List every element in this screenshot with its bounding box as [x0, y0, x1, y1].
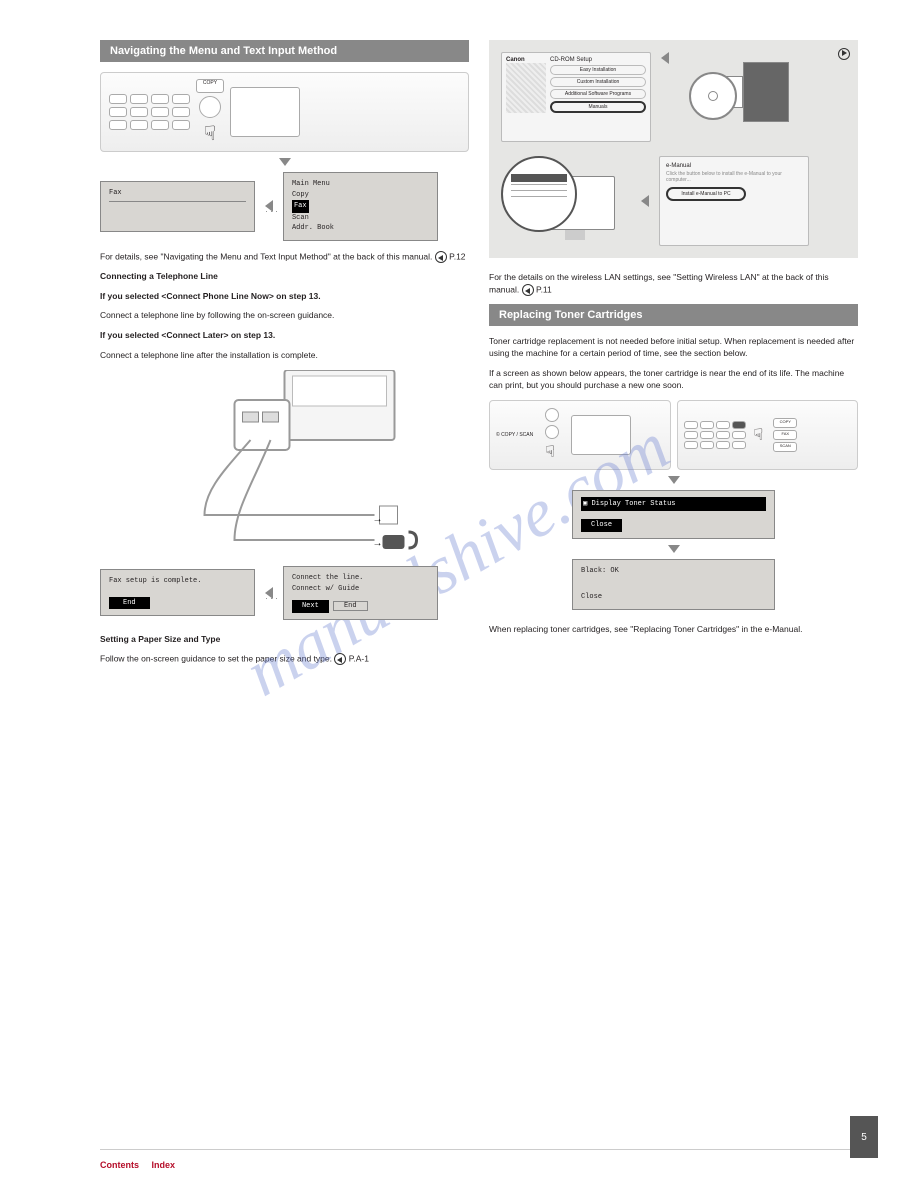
left-column: Navigating the Menu and Text Input Metho… [100, 40, 469, 674]
connect-phone-title: Connecting a Telephone Line [100, 271, 469, 283]
connect-later-label: If you selected <Connect Later> on step … [100, 330, 469, 342]
ref-arrow-icon [334, 653, 346, 665]
toner-para2: If a screen as shown below appears, the … [489, 368, 858, 392]
arrow-down-icon [279, 158, 291, 166]
panel-copy-scan: © COPY / SCAN ☟ [489, 400, 671, 470]
ref-arrow-icon [838, 48, 850, 60]
lcd-transition-row: Fax Main Menu Copy Fax Scan Addr. Book [100, 172, 469, 241]
arrow-down-icon [668, 545, 680, 553]
page-footer: Contents Index [100, 1149, 858, 1170]
connect-later-para: Connect a telephone line after the insta… [100, 350, 469, 362]
ref-arrow-icon [522, 284, 534, 296]
wireless-ref-para: For the details on the wireless LAN sett… [489, 272, 858, 296]
hand-icon: ☟ [754, 425, 764, 445]
hand-icon: ☟ [204, 121, 216, 146]
lcd-black-ok: Black: OK Close [572, 559, 775, 610]
lcd-toner-status: ▣ Display Toner Status Close [572, 490, 775, 539]
connect-now-para: Connect a telephone line by following th… [100, 310, 469, 322]
paper-size-para: Follow the on-screen guidance to set the… [100, 653, 469, 665]
nav-details-para: For details, see "Navigating the Menu an… [100, 251, 469, 263]
wiring-svg: → → [100, 370, 469, 560]
svg-text:→: → [373, 514, 383, 525]
right-column: Canon CD-ROM Setup Easy Installation Cus… [489, 40, 858, 674]
cd-rom-panel: Canon CD-ROM Setup Easy Installation Cus… [489, 40, 858, 258]
page-container: Navigating the Menu and Text Input Metho… [0, 0, 918, 694]
arrow-down-icon [668, 476, 680, 484]
toner-para1: Toner cartridge replacement is not neede… [489, 336, 858, 360]
dialog-row: Fax setup is complete. End Connect the l… [100, 566, 469, 620]
panel-pair: © COPY / SCAN ☟ ☟ COPY FAX SC [489, 400, 858, 470]
cdrom-setup-window: Canon CD-ROM Setup Easy Installation Cus… [501, 52, 651, 142]
arrow-left-dotted-icon [265, 587, 273, 599]
arrow-left-dotted-icon [265, 200, 273, 212]
lcd-fax-screen: Fax [100, 181, 255, 232]
arrow-left-icon [661, 52, 669, 64]
emanual-window: e-Manual Click the button below to insta… [659, 156, 809, 246]
toner-header: Replacing Toner Cartridges [489, 304, 858, 326]
install-emanual-button: Install e-Manual to PC [666, 187, 746, 201]
disc-computer-figure [679, 52, 789, 132]
footer-contents-link[interactable]: Contents [100, 1160, 139, 1170]
svg-text:→: → [373, 538, 383, 549]
lcd-main-menu: Main Menu Copy Fax Scan Addr. Book [283, 172, 438, 241]
panel-buttons: ☟ COPY FAX SCAN [677, 400, 859, 470]
ref-arrow-icon [435, 251, 447, 263]
lcd-setup-complete: Fax setup is complete. End [100, 569, 255, 616]
lcd-connect-line: Connect the line. Connect w/ Guide Next … [283, 566, 438, 620]
footer-index-link[interactable]: Index [152, 1160, 176, 1170]
phone-line-diagram: → → [100, 370, 469, 560]
hand-icon: ☟ [545, 442, 559, 462]
monitor-zoom-figure [501, 156, 631, 246]
manuals-button-highlighted: Manuals [550, 101, 646, 113]
toner-note: When replacing toner cartridges, see "Re… [489, 624, 858, 636]
printer-panel-figure: COPY ☟ [100, 72, 469, 152]
nav-menu-header: Navigating the Menu and Text Input Metho… [100, 40, 469, 62]
paper-size-title: Setting a Paper Size and Type [100, 634, 469, 646]
page-number-tab: 5 [850, 1116, 878, 1158]
arrow-left-icon [641, 195, 649, 207]
connect-now-label: If you selected <Connect Phone Line Now>… [100, 291, 469, 303]
